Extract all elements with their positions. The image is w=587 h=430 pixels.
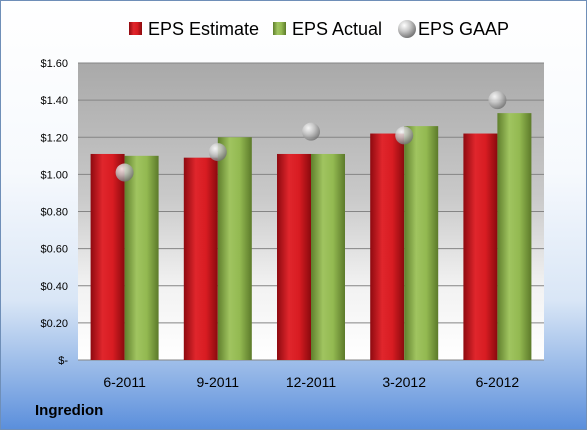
bar-eps-actual — [124, 155, 159, 360]
gaap-markers — [115, 91, 507, 182]
company-label: Ingredion — [35, 402, 104, 419]
x-tick-label: 12-2011 — [286, 374, 337, 390]
x-tick-label: 9-2011 — [197, 374, 240, 390]
marker-eps-gaap — [302, 122, 320, 141]
legend-label: EPS GAAP — [418, 19, 509, 39]
y-tick-label: $0.80 — [40, 207, 68, 219]
y-tick-label: $1.20 — [40, 132, 68, 144]
y-tick-label: $0.20 — [40, 318, 68, 330]
legend: EPS Estimate EPS Actual EPS GAAP — [129, 19, 509, 39]
marker-eps-gaap — [115, 163, 134, 182]
y-tick-label: $1.40 — [40, 95, 68, 107]
x-tick-label: 6-2011 — [103, 374, 146, 390]
y-tick-label: $0.40 — [40, 281, 68, 293]
x-axis-ticks: 6-2011 9-2011 12-2011 3-2012 6-2012 — [103, 374, 519, 390]
y-axis-ticks: $- $0.20 $0.40 $0.60 $0.80 $1.00 $1.20 $1.40 $1.… — [40, 58, 68, 367]
y-tick-label: $1.60 — [40, 58, 68, 70]
bar-eps-estimate — [370, 133, 405, 360]
bar-eps-estimate — [463, 133, 498, 360]
y-tick-label: $1.00 — [40, 169, 68, 181]
bar-eps-actual — [311, 153, 345, 360]
legend-swatch — [398, 20, 416, 38]
y-tick-label: $- — [58, 355, 68, 367]
x-tick-label: 3-2012 — [382, 374, 426, 390]
marker-eps-gaap — [395, 126, 414, 145]
y-tick-label: $0.60 — [40, 244, 68, 256]
legend-swatch — [129, 22, 142, 35]
legend-swatch — [273, 22, 286, 35]
bar-eps-estimate — [183, 157, 218, 360]
bars — [90, 113, 532, 361]
bar-eps-actual — [404, 126, 439, 360]
marker-eps-gaap — [208, 143, 227, 162]
bar-eps-estimate — [90, 153, 125, 360]
legend-label: EPS Estimate — [148, 19, 259, 39]
legend-label: EPS Actual — [292, 19, 382, 39]
bar-eps-estimate — [277, 153, 311, 360]
bar-eps-actual — [217, 137, 252, 360]
x-tick-label: 6-2012 — [476, 374, 520, 390]
marker-eps-gaap — [488, 91, 507, 110]
bar-eps-actual — [497, 113, 532, 361]
